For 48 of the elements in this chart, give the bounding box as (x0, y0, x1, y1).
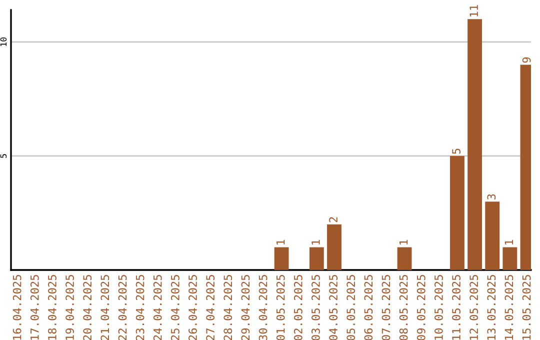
data-label: 2 (329, 217, 338, 222)
x-tick-label: 06.05.2025 (364, 275, 373, 340)
x-tick-label: 18.04.2025 (48, 275, 56, 340)
x-tick-label: 21.04.2025 (100, 275, 110, 340)
data-label: 11 (470, 5, 478, 16)
x-tick-label: 01.05.2025 (276, 275, 285, 340)
x-tick-label: 24.04.2025 (153, 275, 162, 340)
data-label: 1 (504, 240, 514, 244)
x-tick-label: 07.05.2025 (382, 275, 390, 340)
x-tick-label: 25.04.2025 (170, 275, 180, 340)
data-label: 1 (312, 240, 320, 244)
bar (502, 247, 518, 270)
x-tick-label: 02.05.2025 (294, 275, 302, 340)
data-label: 9 (522, 57, 531, 63)
x-tick-label: 19.04.2025 (66, 275, 74, 340)
data-label: 3 (487, 194, 496, 200)
x-tick-label: 05.05.2025 (346, 275, 356, 340)
bar (450, 156, 464, 270)
x-tick-label: 20.04.2025 (83, 275, 92, 340)
bar (485, 202, 500, 270)
bar (327, 224, 342, 270)
x-tick-label: 08.05.2025 (399, 275, 408, 340)
x-tick-label: 30.04.2025 (258, 275, 268, 340)
x-tick-label: 29.04.2025 (241, 275, 250, 340)
x-tick-label: 04.05.2025 (329, 275, 338, 340)
y-tick-label: 10 (0, 37, 7, 46)
x-tick-label: 23.04.2025 (136, 275, 144, 340)
x-tick-label: 03.05.2025 (312, 275, 320, 340)
x-tick-label: 27.04.2025 (206, 275, 215, 340)
x-tick-label: 12.05.2025 (470, 275, 478, 340)
data-label: 1 (400, 240, 408, 244)
x-tick-label: 10.05.2025 (434, 275, 443, 340)
bar (274, 247, 289, 270)
x-tick-label: 16.04.2025 (12, 275, 22, 340)
x-tick-label: 22.04.2025 (118, 275, 127, 340)
data-label: 5 (452, 148, 460, 154)
x-tick-label: 15.05.2025 (522, 275, 531, 340)
bar (468, 19, 482, 270)
data-label: 1 (276, 240, 285, 244)
x-tick-label: 17.04.2025 (30, 275, 39, 340)
bar (397, 247, 412, 270)
bar (309, 247, 324, 270)
x-tick-label: 13.05.2025 (487, 275, 496, 340)
x-tick-label: 11.05.2025 (452, 275, 460, 340)
x-tick-label: 28.04.2025 (224, 275, 232, 340)
x-tick-label: 26.04.2025 (188, 275, 197, 340)
x-tick-label: 09.05.2025 (416, 275, 426, 340)
x-tick-label: 14.05.2025 (504, 275, 514, 340)
